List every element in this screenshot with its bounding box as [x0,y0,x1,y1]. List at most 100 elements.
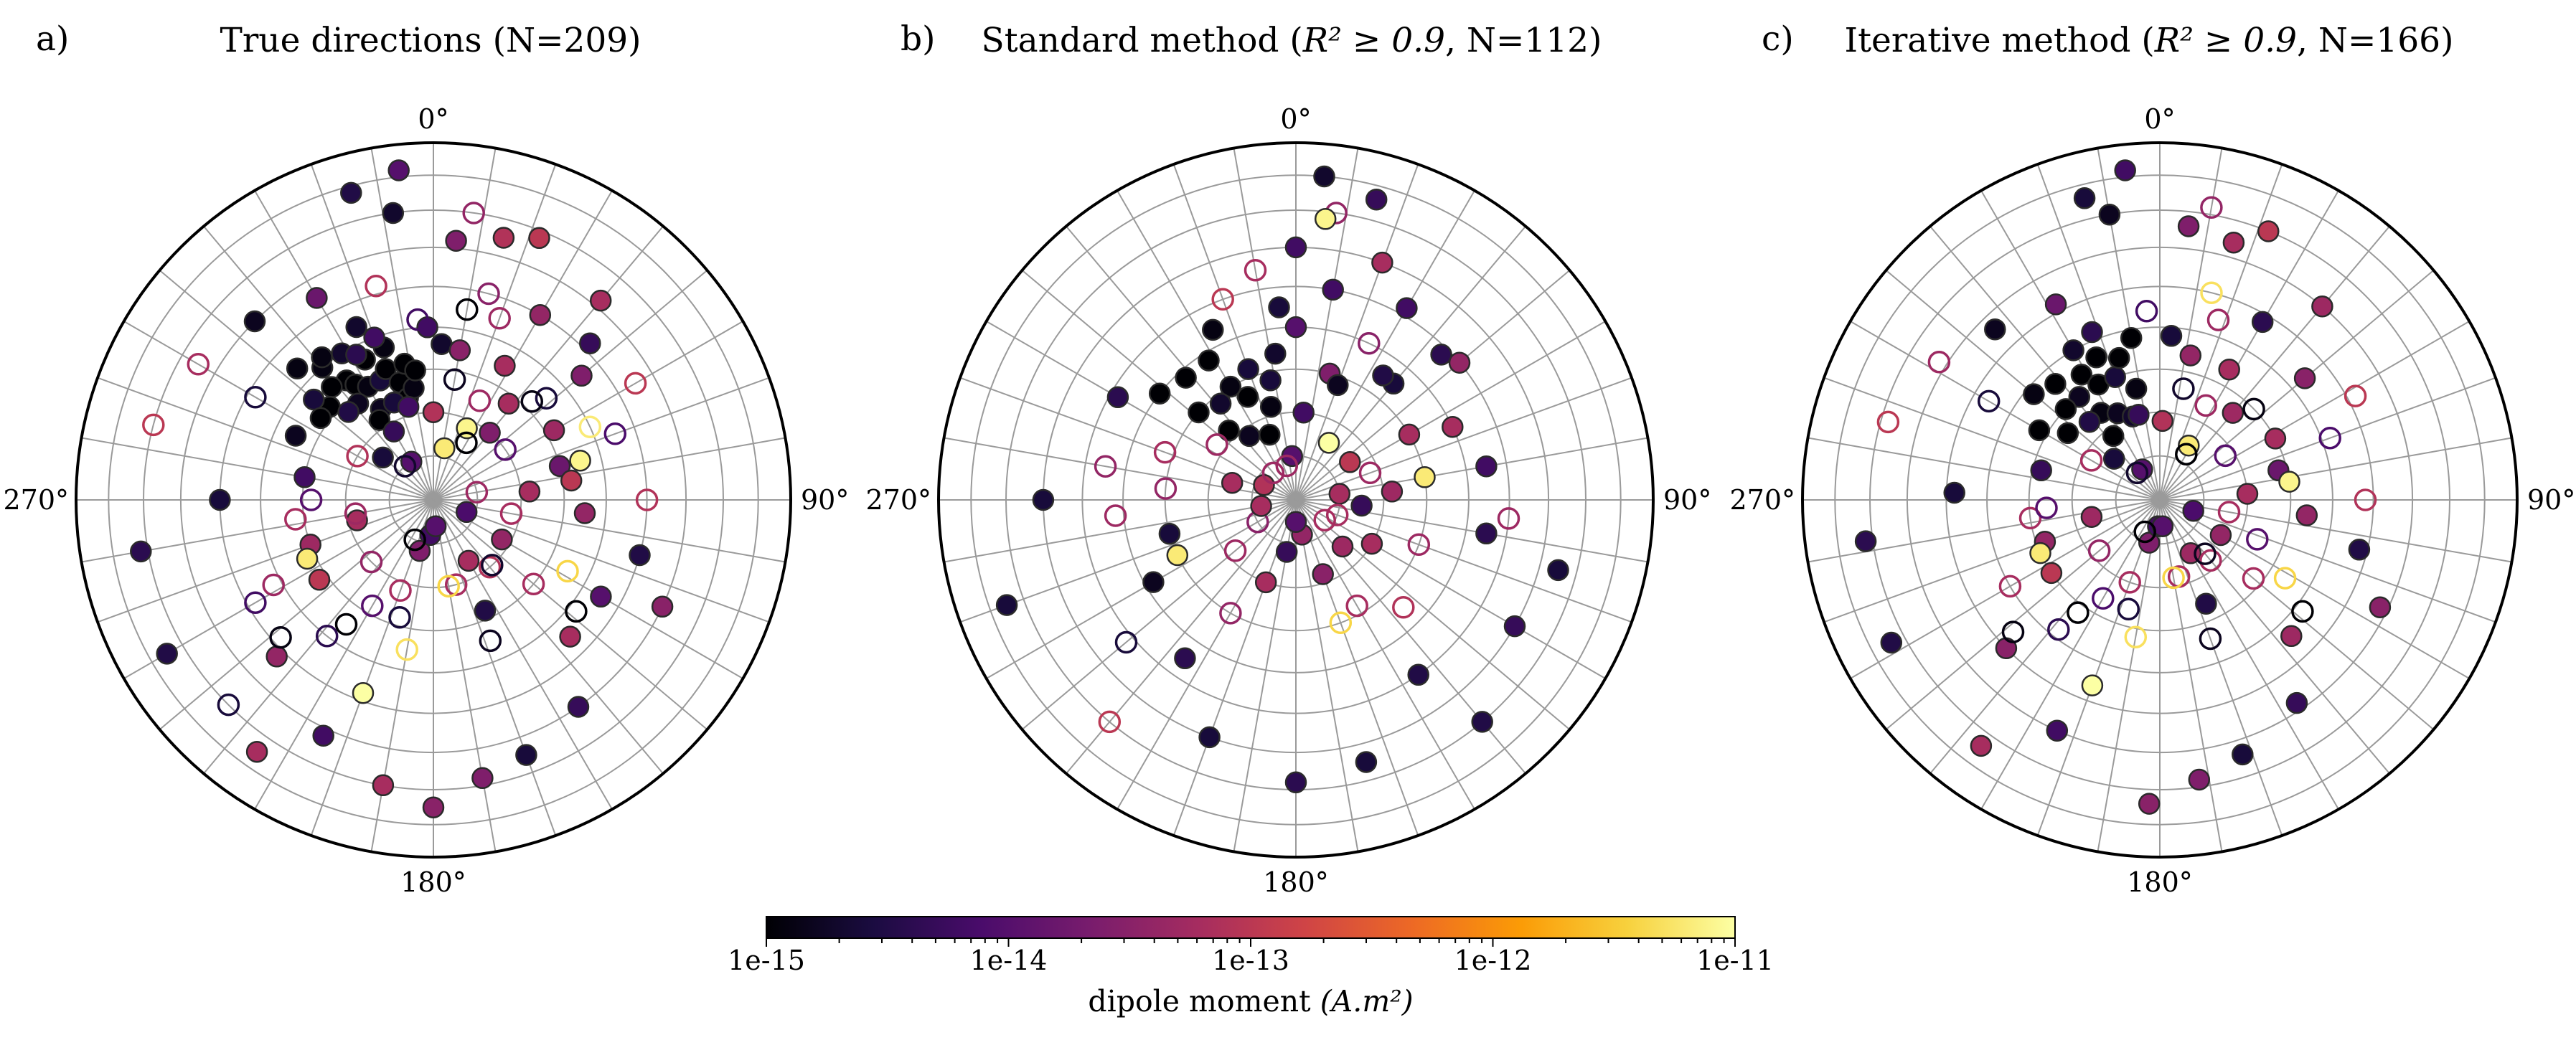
panel-b-grid-spoke [1295,377,1632,501]
panel-c-point-filled [1984,318,2006,341]
panel-b-azimuth-west: 270° [865,484,931,516]
panel-c-grid-spoke [2159,437,2512,501]
panel-b-point-filled [1148,382,1171,405]
panel-a-point-filled [528,227,550,250]
panel-b-point-open [1104,504,1127,527]
panel-c-point-filled [2028,419,2051,442]
panel-c-point-filled [2293,367,2316,389]
panel-c-point-filled [2280,625,2303,648]
panel-b-point-filled [1032,488,1055,511]
panel-a-point-open [244,591,267,614]
panel-b-title-stats: N=112 [1467,21,1589,60]
panel-a-point-filled [363,326,385,349]
panel-a-point-open [365,275,387,298]
panel-b-point-filled [1381,481,1404,503]
panel-c-point-open [2087,539,2111,562]
panel-c-point-filled [2264,427,2287,450]
panel-c-point-open [2172,377,2195,400]
panel-b-point-filled [1221,471,1244,494]
panel-a-point-open [481,554,504,577]
panel-c-grid-spoke [1808,437,2161,501]
panel-c-point-open [2273,567,2297,590]
panel-a-point-filled [311,346,333,369]
panel-b-point-filled [1259,395,1282,418]
panel-c-point-filled [2348,539,2371,561]
panel-b-grid-spoke [1021,499,1297,730]
panel-a-grid-spoke [81,437,434,501]
panel-b-point-open [1098,710,1122,734]
panel-c-grid-spoke [1885,499,2161,730]
panel-c-grid-spoke [2159,225,2390,501]
panel-c-grid [1802,143,2517,857]
panel-c-point-filled [2102,448,2125,470]
panel-a-point-open [334,613,358,636]
panel-a-point-filled [492,227,515,249]
panel-b-grid-spoke [1295,164,1419,501]
panel-a-point-filled [306,287,328,309]
panel-a-point-filled [245,740,268,763]
panel-b-point-filled [1317,432,1340,454]
panel-a-grid-spoke [433,270,708,501]
panel-a-point-filled [559,625,581,648]
panel-c-point-open [1876,410,1900,434]
panel-c-grid-spoke [2159,499,2496,623]
panel-b-point-filled [1327,374,1349,397]
panel-a-point-open [389,579,412,602]
panel-b-grid-spoke [1295,499,1606,679]
panel-a-point-filled [312,724,334,747]
panel-a-point-open [499,502,523,525]
panel-c-point-open [2162,566,2185,590]
panel-b-point-open [1114,630,1138,654]
panel-a-point-open [395,638,418,661]
panel-a-point-open [624,372,647,395]
colorbar-tick-label-1: 1e-14 [970,945,1048,976]
panel-a-point-filled [589,289,612,312]
panel-c-point-filled [2114,159,2136,181]
colorbar-tick-label-0: 1e-15 [728,945,805,976]
panel-a-point-open [494,438,517,461]
panel-c-point-filled [2044,293,2067,316]
panel-b-point-filled [1365,188,1388,211]
panel-b-point-filled [1442,415,1464,438]
panel-c-point-filled [2107,346,2130,369]
panel-b-point-filled [1268,296,1290,318]
panel-a-grid-spoke [254,499,434,810]
colorbar-tick-label-2: 1e-13 [1212,945,1289,976]
panel-b-point-open [1211,288,1234,311]
panel-a-point-filled [296,547,319,570]
panel-c: c) Iterative method (R² ≥ 0.9, N=166) 0°… [1729,19,2575,898]
panel-c-point-open [2047,618,2070,641]
panel-a-point-filled [408,539,431,562]
panel-a-point-filled [309,407,332,430]
panel-c-point-open [2199,549,2222,572]
panel-b-point-filled [1547,559,1569,582]
panel-b-point-filled [1350,494,1373,517]
panel-c-point-filled [2195,592,2217,615]
panel-a-primitive-circle [75,141,792,859]
panel-a-point-filled [491,528,513,551]
panel-a-point-filled [284,425,307,447]
panel-c-azimuth-east: 90° [2527,484,2575,516]
panel-b-point-filled [1250,495,1272,517]
panel-b-point-filled [1355,751,1378,773]
colorbar-label-unit: (A.m²) [1320,984,1414,1018]
panel-b-point-filled [1322,278,1344,301]
panel-c-point-open [2206,308,2230,331]
panel-a-grid-spoke [433,499,557,836]
panel-b-point-open [1261,461,1285,485]
panel-a-point-open [187,353,210,376]
panel-c-point-filled [2098,203,2121,226]
panel-b-point-filled [1284,771,1307,794]
panel-c-grid-spoke [1929,499,2161,775]
panel-b-point-filled [1254,571,1277,594]
panel-a-point-filled [433,437,456,460]
panel-b-title-r2: R² ≥ 0.9 [1302,21,1445,60]
colorbar-tick-label-4: 1e-11 [1696,945,1774,976]
panel-a-points [130,159,674,818]
panel-b-point-filled [1475,522,1498,545]
panel-a-point-filled [471,767,494,790]
panel-b-point-filled [1106,386,1129,409]
panel-c-title: Iterative method (R² ≥ 0.9, N=166) [1845,21,2454,60]
panel-c-point-filled [2081,674,2104,696]
panel-a-point-filled [590,585,612,608]
